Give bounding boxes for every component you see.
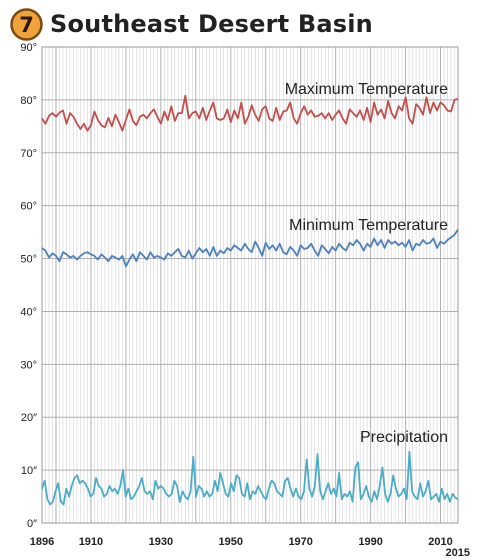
y-tick-label: 80° [20,95,37,107]
y-tick-label: 50° [20,254,37,266]
series-label-min: Minimum Temperature [289,217,448,234]
x-tick-label: 1910 [79,536,103,548]
page-title: Southeast Desert Basin [50,10,373,38]
y-tick-label: 10″ [21,465,37,477]
region-number-badge: 7 [10,8,43,41]
series-line-precip [41,450,459,506]
y-axis-tick-labels: 90° 80° 70° 60° 50° 40° 30° 20″ 10″ 0″ [20,42,37,530]
x-tick-label: 2015 [446,547,470,559]
x-tick-label: 2010 [428,536,452,548]
chart-grid [41,46,459,524]
x-tick-label: 1990 [358,536,382,548]
x-tick-label: 1930 [149,536,173,548]
chart-series [41,94,459,506]
x-tick-label: 1896 [30,536,54,548]
y-tick-label: 70° [20,148,37,160]
series-label-max: Maximum Temperature [285,81,448,98]
y-tick-label: 60° [20,201,37,213]
y-tick-label: 40° [20,306,37,318]
y-tick-label: 30° [20,359,37,371]
y-tick-label: 90° [20,42,37,54]
series-line-min [41,229,459,268]
x-tick-label: 1950 [219,536,243,548]
x-tick-label: 1970 [288,536,312,548]
region-number: 7 [19,13,34,37]
plot-frame [41,46,459,524]
series-line-max [41,94,459,132]
y-tick-label: 0″ [27,518,37,530]
y-tick-label: 20″ [21,412,37,424]
series-label-precip: Precipitation [360,429,448,446]
